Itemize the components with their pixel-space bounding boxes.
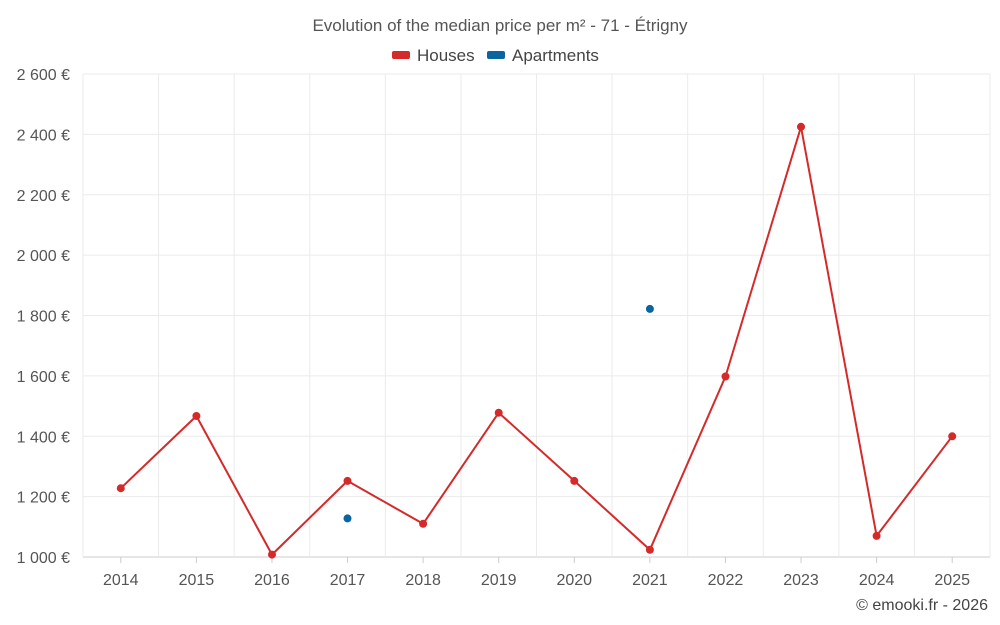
- x-tick-label: 2014: [103, 572, 139, 589]
- data-point-apartments[interactable]: [645, 304, 654, 313]
- data-point-houses[interactable]: [419, 519, 428, 528]
- y-tick-label: 2 400 €: [17, 127, 70, 144]
- y-tick-label: 1 200 €: [17, 490, 70, 507]
- x-tick-label: 2015: [179, 572, 215, 589]
- legend: Houses Apartments: [392, 46, 599, 65]
- legend-swatch-apartments: [487, 51, 505, 59]
- grid: [82, 73, 991, 558]
- data-point-houses[interactable]: [268, 550, 276, 559]
- data-point-houses[interactable]: [116, 484, 125, 493]
- x-tick-label: 2020: [556, 572, 592, 589]
- plot-area: [116, 122, 957, 559]
- data-point-houses[interactable]: [570, 476, 579, 485]
- series-houses: [116, 122, 957, 559]
- y-tick-label: 2 000 €: [17, 248, 70, 265]
- x-tick-label: 2023: [783, 572, 819, 589]
- x-tick-label: 2018: [405, 572, 441, 589]
- x-tick-label: 2021: [632, 572, 668, 589]
- data-point-houses[interactable]: [721, 372, 730, 381]
- y-tick-label: 2 200 €: [17, 188, 70, 205]
- data-point-houses[interactable]: [872, 531, 881, 540]
- series-apartments: [343, 304, 654, 523]
- y-tick-label: 1 600 €: [17, 369, 70, 386]
- legend-label-apartments[interactable]: Apartments: [512, 46, 599, 65]
- credit-text: © emooki.fr - 2026: [856, 597, 988, 614]
- data-point-apartments[interactable]: [343, 514, 352, 523]
- x-axis: 2014 2015 2016 2017 2018 2019 2020 2021 2022 2023…: [103, 557, 970, 589]
- data-point-houses[interactable]: [494, 408, 503, 417]
- y-tick-label: 1 400 €: [17, 429, 70, 446]
- y-axis: 1 000 € 1 200 € 1 400 € 1 600 € 1 800 € 2 000…: [17, 67, 70, 567]
- data-point-houses[interactable]: [797, 122, 805, 131]
- x-tick-label: 2017: [330, 572, 366, 589]
- chart-title: Evolution of the median price per m² - 7…: [312, 16, 688, 35]
- y-tick-label: 1 800 €: [17, 309, 70, 326]
- data-point-houses[interactable]: [645, 545, 654, 554]
- data-point-houses[interactable]: [192, 412, 201, 420]
- y-tick-label: 2 600 €: [17, 67, 70, 84]
- x-tick-label: 2022: [708, 572, 744, 589]
- y-tick-label: 1 000 €: [17, 550, 70, 567]
- data-point-houses[interactable]: [343, 476, 352, 485]
- x-tick-label: 2025: [934, 572, 970, 589]
- legend-label-houses[interactable]: Houses: [417, 46, 475, 65]
- data-point-houses[interactable]: [948, 432, 957, 441]
- x-tick-label: 2016: [254, 572, 290, 589]
- x-tick-label: 2024: [859, 572, 895, 589]
- x-tick-label: 2019: [481, 572, 517, 589]
- series-line-houses: [120, 125, 953, 556]
- legend-swatch-houses: [392, 51, 410, 59]
